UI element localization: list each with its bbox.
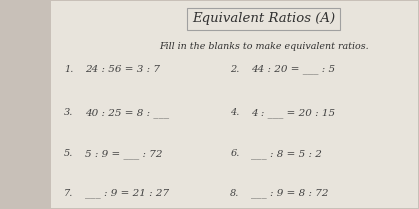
Text: ___ : 9 = 21 : 27: ___ : 9 = 21 : 27 [85,188,169,198]
Text: 2.: 2. [230,65,240,74]
Text: 7.: 7. [64,189,73,198]
Text: 40 : 25 = 8 : ___: 40 : 25 = 8 : ___ [85,108,169,118]
Text: 44 : 20 = ___ : 5: 44 : 20 = ___ : 5 [251,65,335,74]
Text: ___ : 8 = 5 : 2: ___ : 8 = 5 : 2 [251,149,322,159]
FancyBboxPatch shape [52,1,418,208]
Text: ___ : 9 = 8 : 72: ___ : 9 = 8 : 72 [251,188,328,198]
Text: Fill in the blanks to make equivalent ratios.: Fill in the blanks to make equivalent ra… [159,42,368,51]
Text: 1.: 1. [64,65,73,74]
Text: 5 : 9 = ___ : 72: 5 : 9 = ___ : 72 [85,149,162,159]
Text: 8.: 8. [230,189,240,198]
Text: 4 : ___ = 20 : 15: 4 : ___ = 20 : 15 [251,108,335,118]
Text: 24 : 56 = 3 : 7: 24 : 56 = 3 : 7 [85,65,160,74]
Text: 6.: 6. [230,149,240,158]
Text: 5.: 5. [64,149,73,158]
Text: 4.: 4. [230,108,240,117]
Text: Equivalent Ratios (A): Equivalent Ratios (A) [192,12,335,25]
Text: 3.: 3. [64,108,73,117]
